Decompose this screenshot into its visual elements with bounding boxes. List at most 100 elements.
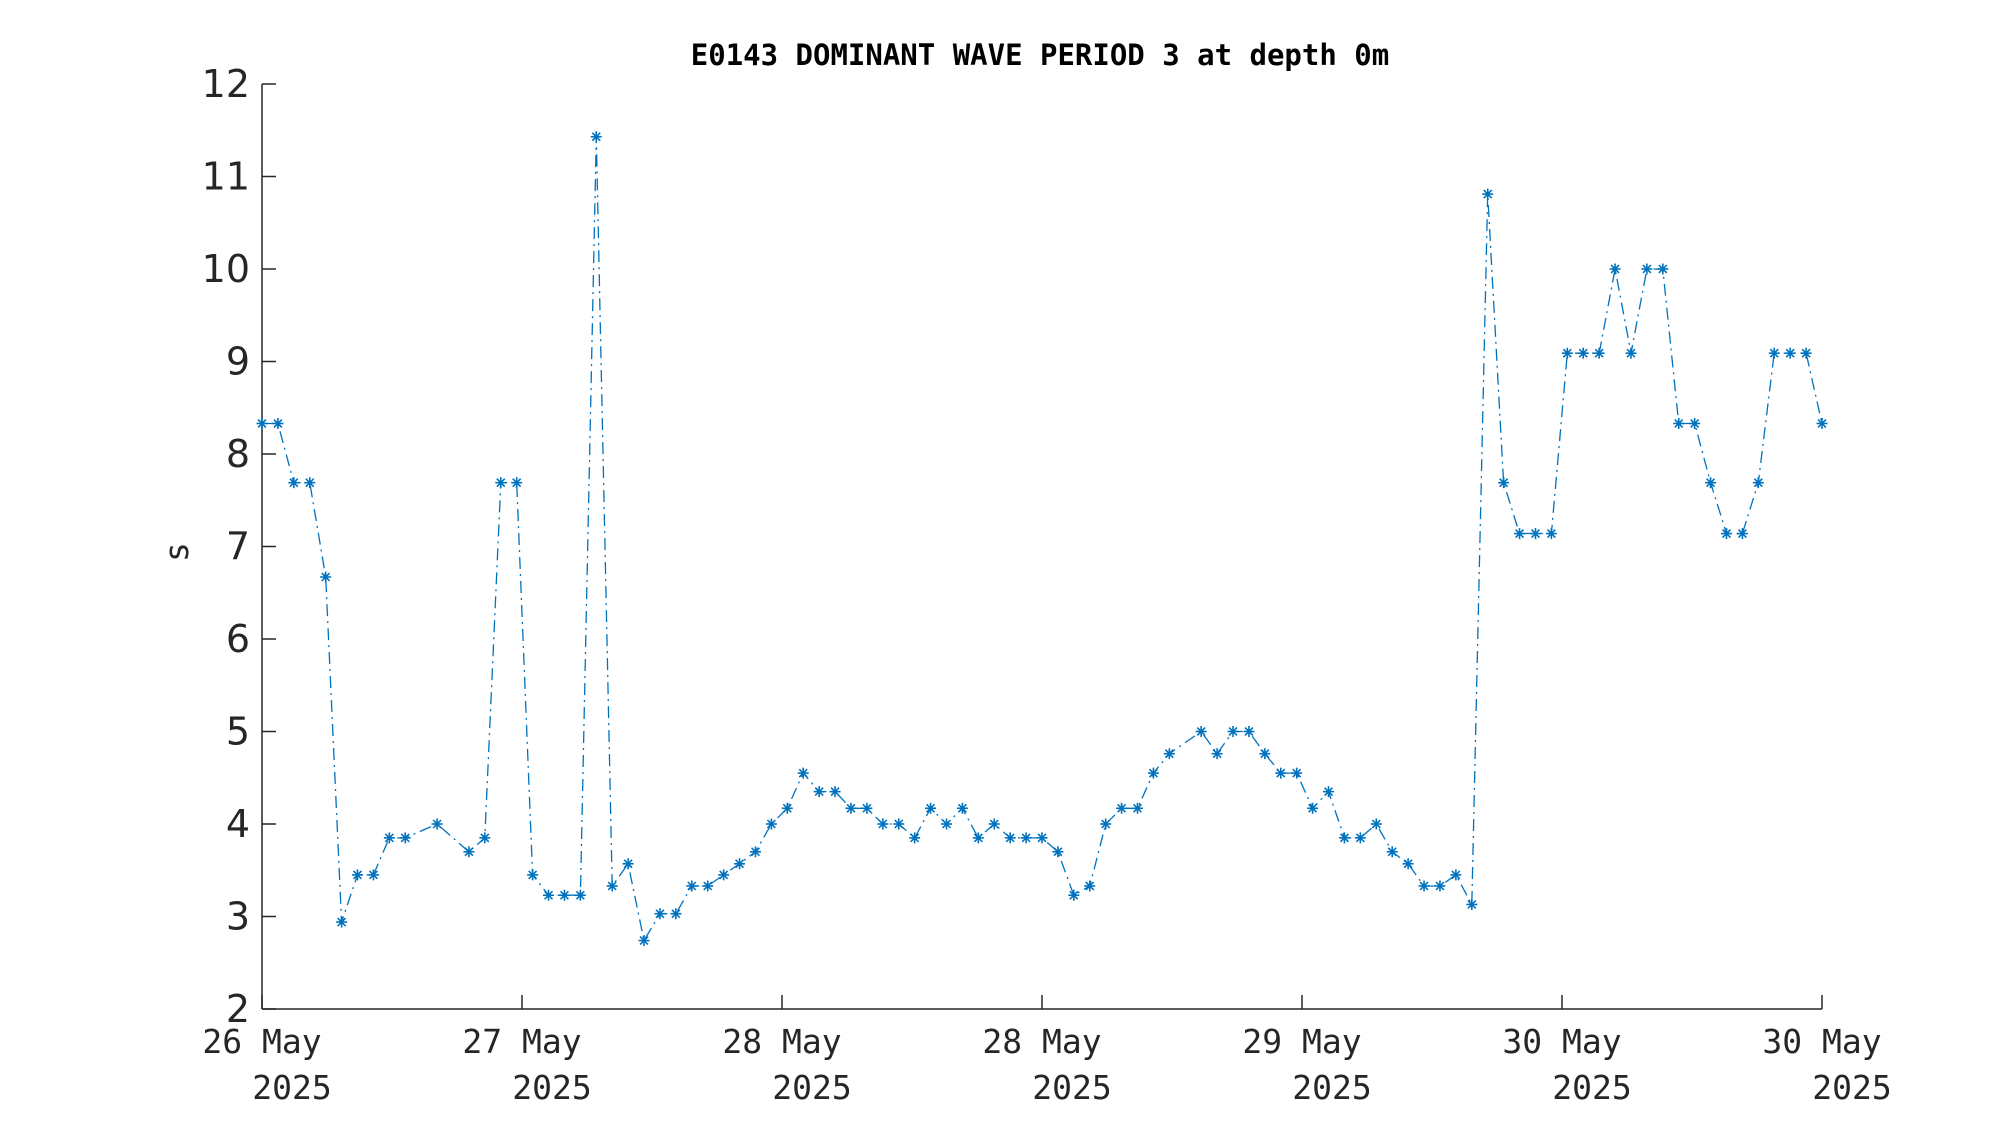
data-point xyxy=(606,880,618,892)
data-point xyxy=(1227,726,1239,737)
data-point xyxy=(256,417,268,429)
x-tick-label-year: 2025 xyxy=(252,1068,331,1107)
data-point xyxy=(1752,477,1764,489)
data-point xyxy=(1545,528,1557,540)
data-point xyxy=(463,846,475,858)
data-point xyxy=(718,869,730,881)
y-tick-label: 11 xyxy=(202,155,250,199)
data-point xyxy=(1068,889,1080,901)
data-point xyxy=(1402,858,1414,870)
data-point xyxy=(495,477,507,489)
data-point xyxy=(1705,477,1717,489)
x-tick-label-date: 28 May xyxy=(982,1022,1101,1061)
data-point xyxy=(1625,347,1637,359)
data-point xyxy=(670,908,682,920)
y-tick-label: 10 xyxy=(202,247,250,291)
data-point xyxy=(781,802,793,814)
data-point xyxy=(1195,726,1207,737)
data-point xyxy=(1323,786,1335,798)
data-point xyxy=(1100,818,1112,830)
data-point xyxy=(320,571,332,583)
y-tick-label: 7 xyxy=(226,525,250,569)
x-tick-label-date: 26 May xyxy=(202,1022,321,1061)
x-tick-label-year: 2025 xyxy=(772,1068,851,1107)
data-point xyxy=(1004,832,1016,844)
data-point xyxy=(1498,477,1510,489)
data-point xyxy=(765,818,777,830)
data-point xyxy=(972,832,984,844)
data-point xyxy=(272,417,284,429)
data-point xyxy=(1259,748,1271,760)
data-point xyxy=(1084,880,1096,892)
data-point xyxy=(1641,263,1653,275)
data-point xyxy=(654,908,666,920)
data-point xyxy=(511,477,523,489)
data-point xyxy=(304,477,316,489)
data-point xyxy=(399,832,411,844)
data-point xyxy=(1768,347,1780,359)
data-point xyxy=(829,786,841,798)
y-tick-label: 12 xyxy=(202,62,250,106)
data-point xyxy=(686,880,698,892)
data-point xyxy=(1561,347,1573,359)
data-point xyxy=(893,818,905,830)
data-point xyxy=(574,889,586,901)
data-point xyxy=(383,832,395,844)
data-point xyxy=(1291,767,1303,779)
data-point xyxy=(638,935,650,947)
data-point xyxy=(1657,263,1669,275)
data-point xyxy=(1370,818,1382,830)
data-point xyxy=(1434,880,1446,892)
data-point xyxy=(909,832,921,844)
x-tick-label-date: 28 May xyxy=(722,1022,841,1061)
data-point xyxy=(1243,726,1255,737)
data-point xyxy=(925,802,937,814)
data-point xyxy=(941,818,953,830)
series-line xyxy=(262,136,1823,943)
y-tick-label: 6 xyxy=(226,617,250,661)
data-point xyxy=(956,802,968,814)
data-point xyxy=(1116,802,1128,814)
data-point xyxy=(1418,880,1430,892)
data-point xyxy=(558,889,570,901)
data-point xyxy=(527,869,539,881)
data-point xyxy=(1784,347,1796,359)
data-point xyxy=(431,818,443,830)
y-axis-label: s xyxy=(157,542,196,562)
y-tick-label: 4 xyxy=(226,802,250,846)
x-tick-label-date: 27 May xyxy=(462,1022,581,1061)
data-point xyxy=(1673,417,1685,429)
data-point xyxy=(1736,528,1748,540)
data-point xyxy=(988,818,1000,830)
y-tick-label: 8 xyxy=(226,432,250,476)
data-point xyxy=(861,802,873,814)
data-point xyxy=(813,786,825,798)
data-point xyxy=(1816,417,1828,429)
data-point xyxy=(479,832,491,844)
data-point xyxy=(1275,767,1287,779)
data-point xyxy=(797,767,809,779)
data-point xyxy=(1609,263,1621,275)
data-point xyxy=(749,846,761,858)
data-point xyxy=(1800,347,1812,359)
data-point xyxy=(1131,802,1143,814)
data-point xyxy=(336,916,348,928)
y-axis: 2 3 4 5 6 7 8 9 10 11 12 xyxy=(202,62,276,1031)
data-point xyxy=(1020,832,1032,844)
x-tick-label-year: 2025 xyxy=(1032,1068,1111,1107)
data-point xyxy=(288,477,300,489)
chart-title: E0143 DOMINANT WAVE PERIOD 3 at depth 0m xyxy=(691,38,1389,72)
data-point xyxy=(367,869,379,881)
data-point xyxy=(1593,347,1605,359)
data-point xyxy=(702,880,714,892)
data-point xyxy=(543,889,555,901)
data-point xyxy=(1147,767,1159,779)
data-point xyxy=(1036,832,1048,844)
y-tick-label: 3 xyxy=(226,895,250,939)
x-tick-label-year: 2025 xyxy=(512,1068,591,1107)
data-point xyxy=(1052,846,1064,858)
x-tick-label-date: 29 May xyxy=(1242,1022,1361,1061)
data-point xyxy=(590,131,602,143)
data-point xyxy=(845,802,857,814)
x-tick-label-date: 30 May xyxy=(1762,1022,1881,1061)
